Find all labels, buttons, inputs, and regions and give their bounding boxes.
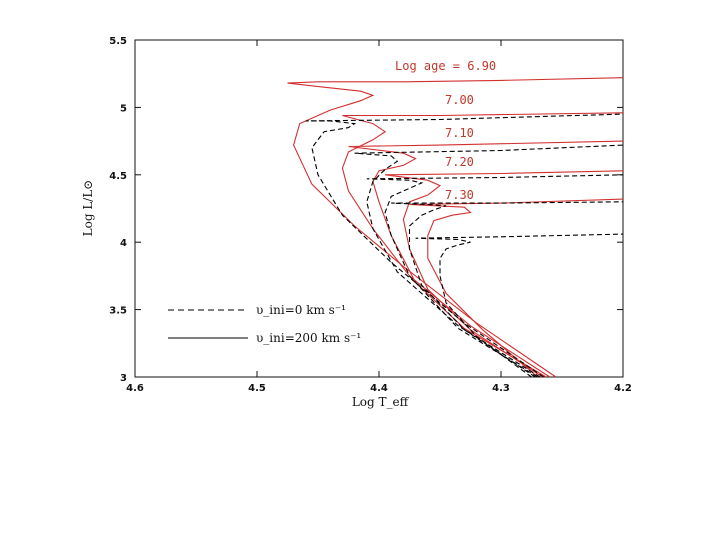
age-label-7-00: 7.00 <box>445 93 474 107</box>
age-label-7-20: 7.20 <box>445 155 474 169</box>
isochrone-solid-7-20 <box>385 170 624 378</box>
y-tick-label: 3.5 <box>109 306 127 317</box>
y-tick-label: 5.5 <box>109 36 127 47</box>
x-tick-label: 4.3 <box>492 383 510 394</box>
series-layer <box>287 77 624 378</box>
legend-dashed-label: υ_ini=0 km s⁻¹ <box>256 303 346 317</box>
age-label-6-90: Log age = 6.90 <box>395 59 496 73</box>
legend: υ_ini=0 km s⁻¹ υ_ini=200 km s⁻¹ <box>168 303 361 345</box>
isochrone-dashed-7-20 <box>391 201 624 378</box>
isochrone-solid-6-90 <box>287 77 624 378</box>
isochrone-dashed-7-30 <box>415 233 624 378</box>
isochrone-dashed-7-00 <box>354 144 624 378</box>
x-tick-label: 4.5 <box>248 383 266 394</box>
isochrone-dashed-7-10 <box>366 174 624 378</box>
legend-solid-label: υ_ini=200 km s⁻¹ <box>256 331 361 345</box>
isochrone-dashed-6-90 <box>305 113 624 378</box>
x-tick-label: 4.2 <box>614 383 632 394</box>
y-axis-label: Log L/L⊙ <box>81 180 95 237</box>
ticks-layer: 4.6 4.5 4.4 4.3 4.2 3 3.5 4 4.5 5 5.5 <box>109 36 632 394</box>
y-tick-label: 4 <box>120 238 127 249</box>
x-tick-label: 4.4 <box>370 383 388 394</box>
y-tick-label: 3 <box>120 373 127 384</box>
x-tick-label: 4.6 <box>126 383 144 394</box>
plot-frame <box>134 39 624 378</box>
age-label-7-30: 7.30 <box>445 188 474 202</box>
age-label-7-10: 7.10 <box>445 126 474 140</box>
y-tick-label: 5 <box>120 103 127 114</box>
y-tick-label: 4.5 <box>109 171 127 182</box>
x-axis-label: Log T_eff <box>352 395 410 409</box>
isochrone-solid-7-30 <box>409 198 624 378</box>
